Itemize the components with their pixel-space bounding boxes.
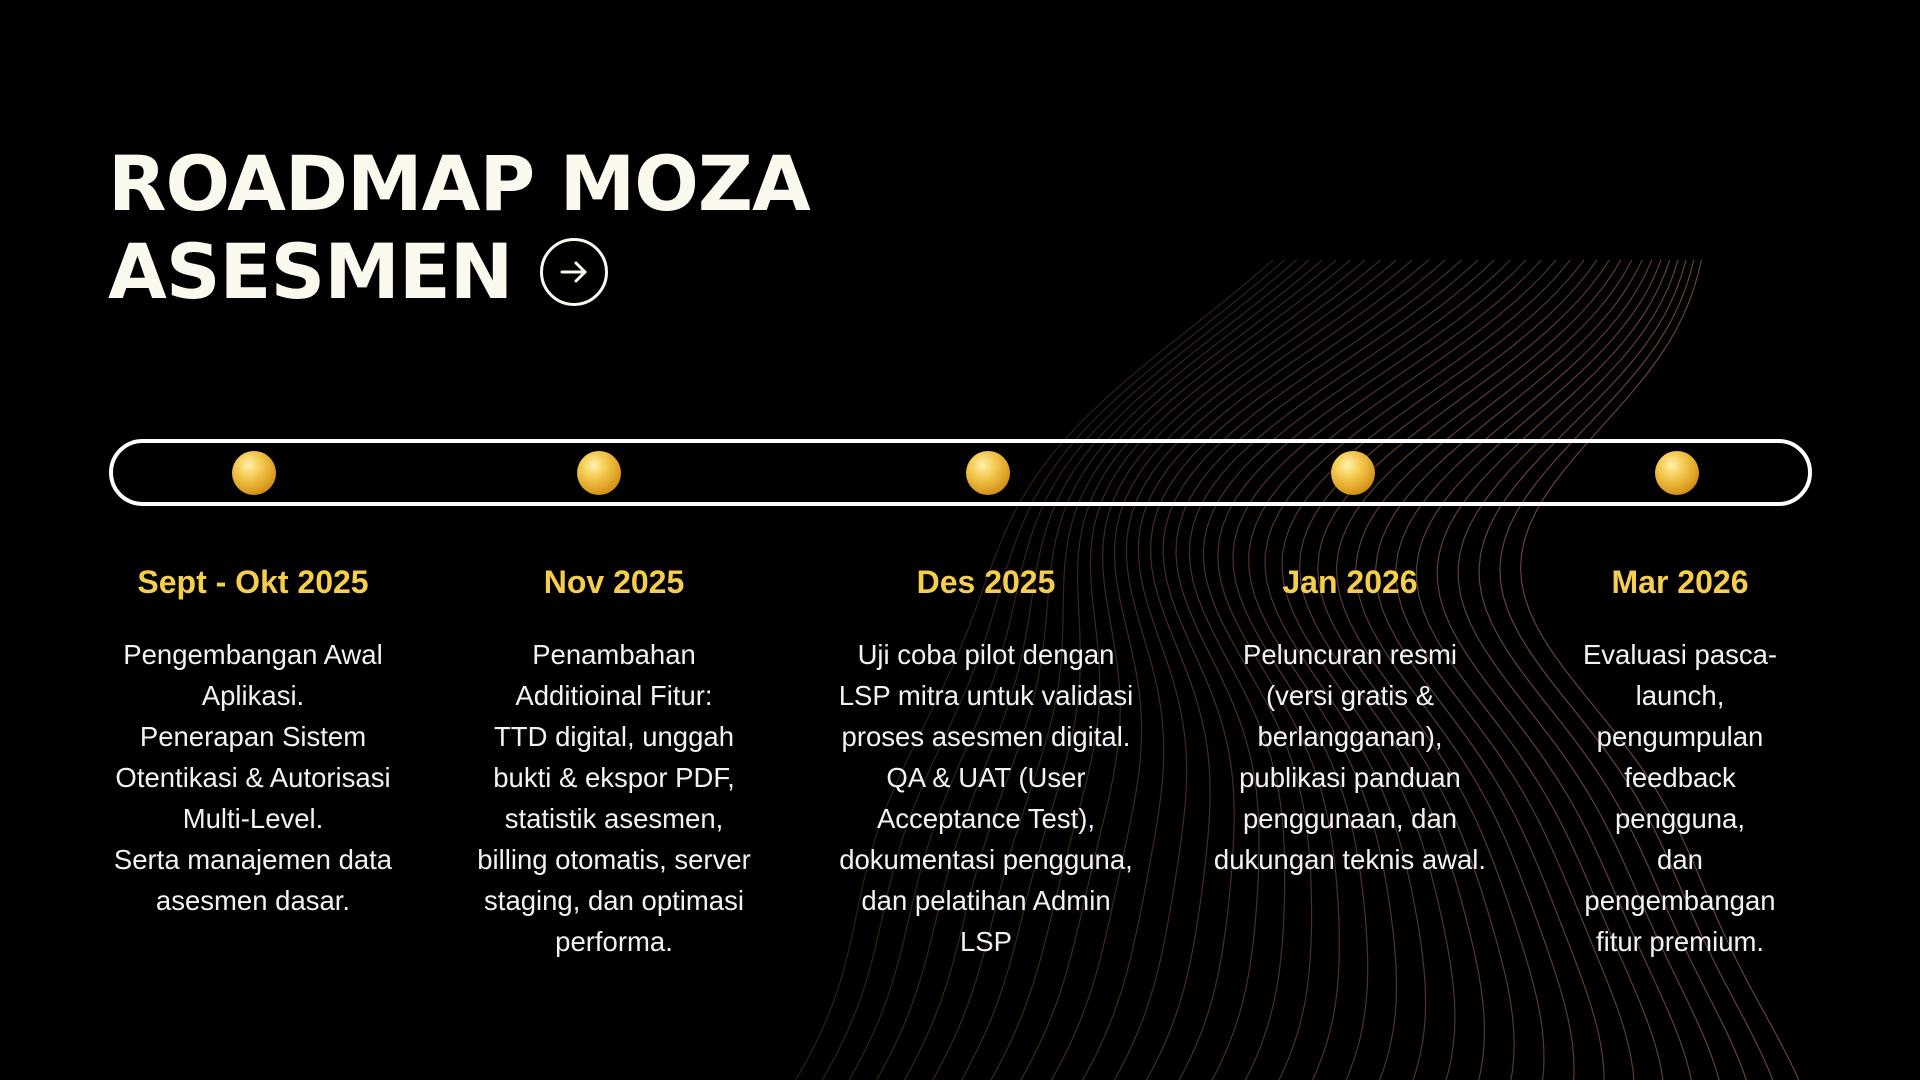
milestone-date: Mar 2026 (1611, 564, 1749, 600)
milestone-date: Sept - Okt 2025 (137, 564, 369, 600)
milestone-3: Des 2025 Uji coba pilot dengan LSP mitra… (839, 560, 1134, 962)
milestone-5: Mar 2026 Evaluasi pasca- launch, pengump… (1560, 560, 1800, 962)
page-title: ROADMAP MOZA ASESMEN (108, 139, 811, 316)
milestone-description: Pengembangan Awal Aplikasi. Penerapan Si… (113, 639, 393, 916)
milestone-1: Sept - Okt 2025 Pengembangan Awal Aplika… (114, 560, 392, 921)
title-line-2-text: ASESMEN (108, 227, 513, 316)
milestone-description: Uji coba pilot dengan LSP mitra untuk va… (838, 639, 1134, 957)
milestone-4: Jan 2026 Peluncuran resmi (versi gratis … (1214, 560, 1486, 880)
milestone-date: Nov 2025 (543, 564, 685, 600)
milestone-description: Evaluasi pasca- launch, pengumpulan feed… (1582, 639, 1778, 957)
milestone-date: Des 2025 (916, 564, 1056, 600)
gold-sphere-icon (232, 451, 276, 495)
gold-sphere-icon (966, 451, 1010, 495)
milestone-description: Penambahan Additioinal Fitur: TTD digita… (477, 639, 751, 957)
milestone-date: Jan 2026 (1282, 564, 1418, 600)
gold-sphere-icon (1331, 451, 1375, 495)
milestone-description: Peluncuran resmi (versi gratis & berlang… (1213, 639, 1487, 875)
arrow-right-circle-icon[interactable] (540, 238, 609, 306)
title-line-2: ASESMEN (108, 228, 810, 316)
title-line-1: ROADMAP MOZA (108, 139, 811, 228)
gold-sphere-icon (1655, 451, 1699, 495)
timeline-track (109, 439, 1812, 506)
milestone-2: Nov 2025 Penambahan Additioinal Fitur: T… (477, 560, 751, 962)
gold-sphere-icon (577, 451, 621, 495)
